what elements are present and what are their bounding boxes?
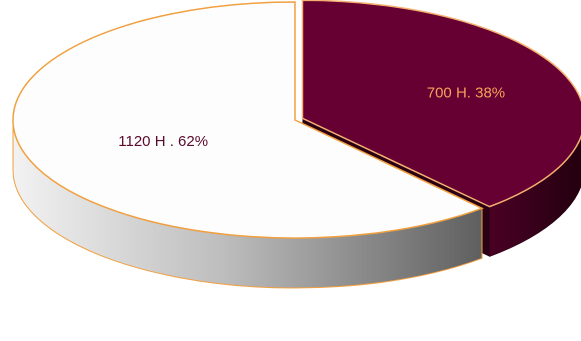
- pie-tops: [12, 0, 581, 239]
- slice-label-700: 700 H. 38%: [427, 84, 505, 101]
- slice-top-700: [301, 0, 581, 208]
- pie-labels: 700 H. 38% 1120 H . 62%: [118, 84, 505, 150]
- slice-label-1120: 1120 H . 62%: [118, 133, 208, 150]
- slice-top-1120: [12, 1, 484, 239]
